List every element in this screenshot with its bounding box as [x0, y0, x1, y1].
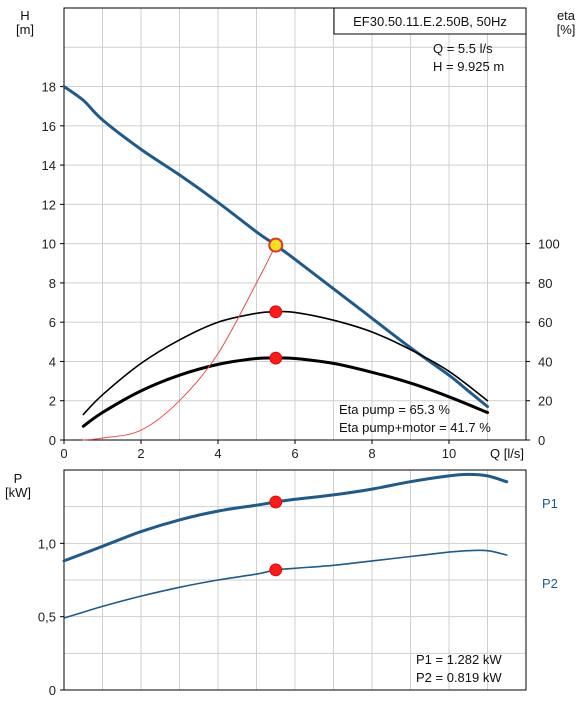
eta-tick-label: 100: [538, 237, 560, 252]
p2-curve: [63, 549, 508, 619]
x-tick-label: 4: [214, 446, 221, 461]
h-tick-label: 2: [49, 394, 56, 409]
eta-axis-label: eta [%]: [557, 8, 576, 37]
p-axis-label: P [kW]: [5, 471, 31, 500]
duty-point-marker: [268, 237, 284, 253]
eta-tick-label: 60: [538, 315, 552, 330]
chart-title: EF30.50.11.E.2.50B, 50Hz: [353, 14, 507, 29]
power-point-marker: [269, 563, 283, 577]
h-tick-label: 10: [42, 237, 56, 252]
p1-curve: [62, 472, 509, 563]
power-panel: P [kW] 0 0,5 1,0 P1 P2 P1 = 1.282 kW P2 = 0…: [5, 469, 558, 698]
x-tick-label: 0: [60, 446, 67, 461]
h-tick-label: 4: [49, 354, 56, 369]
x-tick-label: 10: [442, 446, 456, 461]
top-points: [268, 237, 284, 365]
h-tick-label: 12: [42, 197, 56, 212]
bottom-plot-frame: [63, 469, 527, 691]
p1-series-label: P1: [542, 496, 558, 511]
p-tick-label: 1,0: [38, 536, 56, 551]
top-grid: [64, 8, 526, 440]
bottom-points: [269, 495, 283, 577]
title-box: [333, 7, 527, 35]
p1-readout: P1 = 1.282 kW: [416, 652, 502, 667]
head-efficiency-panel: H [m] eta [%] Q [l/s] 0 2 4 6 8 100246810121416…: [16, 7, 576, 461]
h-tick-label: 16: [42, 119, 56, 134]
power-point-marker: [269, 495, 283, 509]
h-tick-label: 18: [42, 80, 56, 95]
system-curve: [82, 244, 277, 441]
bottom-series: [62, 472, 509, 619]
duty-flow-readout: Q = 5.5 l/s: [433, 41, 493, 56]
operating-point-marker: [269, 305, 283, 319]
p2-series-label: P2: [542, 576, 558, 591]
h-tick-label: 0: [49, 433, 56, 448]
eta-tick-label: 40: [538, 354, 552, 369]
h-tick-label: 8: [49, 276, 56, 291]
p-tick-label: 0: [49, 683, 56, 698]
x-tick-label: 8: [368, 446, 375, 461]
p2-readout: P2 = 0.819 kW: [416, 670, 502, 685]
top-series: [62, 85, 489, 441]
bottom-tick-labels: 0 0,5 1,0: [38, 536, 64, 698]
q-axis-label: Q [l/s]: [490, 446, 524, 461]
eta-tick-label: 80: [538, 276, 552, 291]
eta-tick-label: 20: [538, 394, 552, 409]
duty-head-readout: H = 9.925 m: [433, 59, 504, 74]
h-tick-label: 6: [49, 315, 56, 330]
h-axis-label: H [m]: [16, 8, 34, 37]
eta-tick-label: 0: [538, 433, 545, 448]
eta-pump-motor-readout: Eta pump+motor = 41.7 %: [339, 420, 491, 435]
operating-point-marker: [269, 351, 283, 365]
x-tick-label: 2: [137, 446, 144, 461]
eta-pump-curve: [82, 310, 489, 416]
bottom-grid: [64, 470, 526, 690]
h-tick-label: 14: [42, 158, 56, 173]
x-tick-label: 6: [291, 446, 298, 461]
p-tick-label: 0,5: [38, 610, 56, 625]
eta-pump-readout: Eta pump = 65.3 %: [339, 402, 450, 417]
